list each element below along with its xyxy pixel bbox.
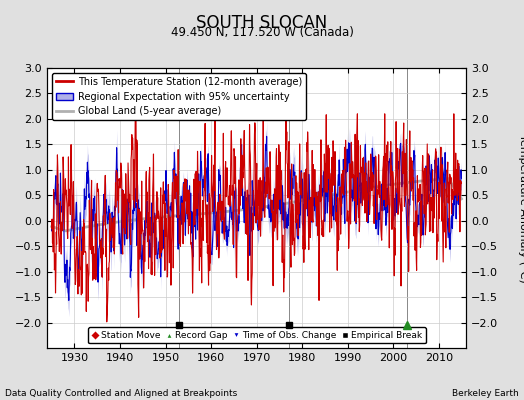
Text: Data Quality Controlled and Aligned at Breakpoints: Data Quality Controlled and Aligned at B… — [5, 389, 237, 398]
Y-axis label: Temperature Anomaly (°C): Temperature Anomaly (°C) — [518, 134, 524, 282]
Text: SOUTH SLOCAN: SOUTH SLOCAN — [196, 14, 328, 32]
Legend: Station Move, Record Gap, Time of Obs. Change, Empirical Break: Station Move, Record Gap, Time of Obs. C… — [88, 327, 426, 344]
Text: 49.450 N, 117.520 W (Canada): 49.450 N, 117.520 W (Canada) — [171, 26, 353, 39]
Text: Berkeley Earth: Berkeley Earth — [452, 389, 519, 398]
